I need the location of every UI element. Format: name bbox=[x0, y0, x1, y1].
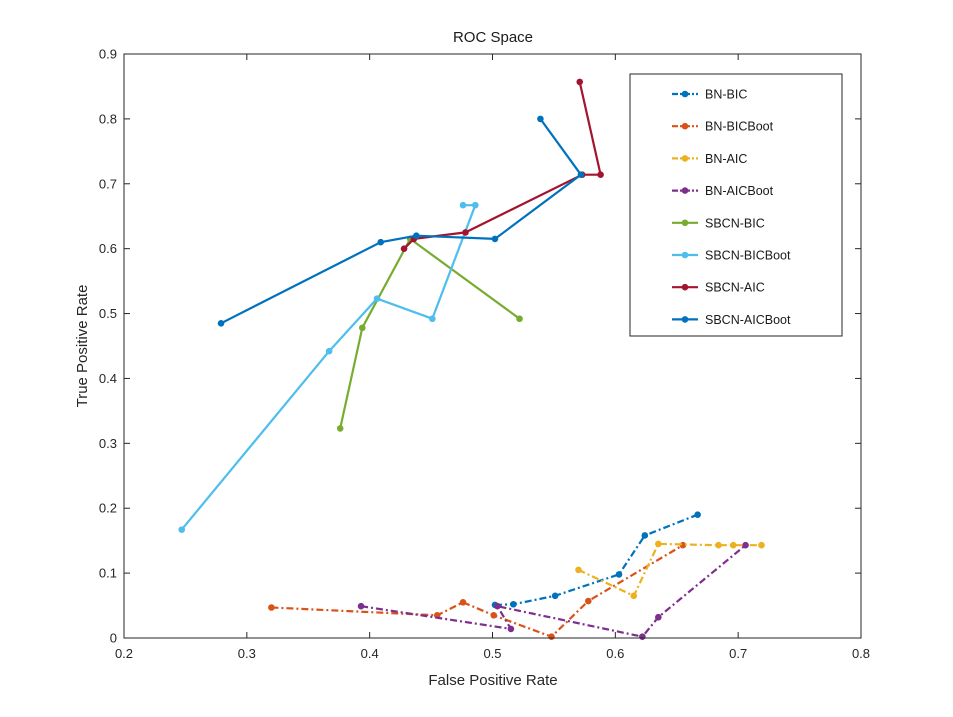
series-sbcn-bicboot bbox=[178, 201, 479, 533]
data-point bbox=[597, 171, 604, 178]
legend-entry: SBCN-BICBoot bbox=[672, 249, 791, 263]
data-point bbox=[377, 238, 385, 246]
legend-entry: BN-AICBoot bbox=[672, 184, 774, 198]
legend-box bbox=[629, 73, 843, 337]
data-point bbox=[491, 235, 499, 243]
legend-label: SBCN-AIC bbox=[705, 281, 765, 295]
series-bn-aicboot bbox=[357, 541, 749, 641]
x-axis-label: False Positive Rate bbox=[428, 672, 557, 689]
y-tick-label: 0.9 bbox=[99, 47, 117, 62]
data-point bbox=[472, 201, 479, 209]
legend-swatch-marker bbox=[681, 283, 689, 291]
legend-label: SBCN-BICBoot bbox=[705, 249, 791, 263]
axes: 0.2 0.3 0.4 0.5 0.6 0.7 0.8 0 0.1 0.2 0.3 0.4 0.5 0.6… bbox=[99, 47, 870, 662]
data-point bbox=[694, 511, 701, 519]
data-point bbox=[494, 602, 501, 610]
legend-entry: SBCN-AICBoot bbox=[672, 313, 791, 327]
legend-swatch-marker bbox=[681, 219, 689, 227]
legend-entry: SBCN-AIC bbox=[672, 281, 765, 295]
legend-swatch-marker bbox=[681, 316, 689, 323]
data-point bbox=[413, 232, 420, 239]
data-point bbox=[325, 347, 333, 355]
x-tick-label: 0.4 bbox=[361, 646, 379, 661]
data-point bbox=[585, 597, 592, 605]
y-tick-label: 0.1 bbox=[99, 566, 117, 581]
data-point bbox=[459, 201, 467, 209]
series-bn-bic bbox=[491, 511, 701, 609]
data-point bbox=[729, 541, 737, 549]
series-line bbox=[339, 237, 521, 429]
data-point bbox=[429, 315, 436, 323]
legend-entry: BN-BIC bbox=[672, 88, 747, 102]
y-tick-label: 0.8 bbox=[99, 111, 117, 126]
x-tick-label: 0.8 bbox=[852, 646, 870, 661]
legend-label: BN-BICBoot bbox=[705, 120, 774, 134]
data-point bbox=[357, 602, 365, 610]
data-point bbox=[576, 78, 584, 86]
legend-entry: BN-AIC bbox=[672, 152, 747, 166]
series-sbcn-aicboot bbox=[217, 115, 585, 327]
data-point bbox=[630, 592, 638, 600]
data-point bbox=[459, 599, 467, 606]
data-point bbox=[537, 115, 544, 123]
data-point bbox=[641, 532, 649, 539]
data-point bbox=[268, 604, 275, 611]
data-point bbox=[358, 324, 366, 332]
data-point bbox=[575, 566, 582, 574]
y-tick-label: 0 bbox=[110, 631, 117, 646]
legend-swatch-marker bbox=[681, 155, 689, 162]
legend-label: BN-BIC bbox=[705, 88, 747, 102]
legend-swatch-marker bbox=[681, 187, 689, 194]
y-tick-label: 0.6 bbox=[99, 241, 117, 256]
y-tick-label: 0.4 bbox=[99, 371, 117, 386]
legend: BN-BIC BN-BICBoot BN-AIC BN-AICBoot SBCN-BIC… bbox=[629, 73, 843, 337]
legend-swatch-marker bbox=[681, 90, 689, 98]
legend-swatch-marker bbox=[681, 251, 689, 259]
data-point bbox=[577, 171, 585, 178]
data-point bbox=[507, 625, 515, 633]
series-line bbox=[220, 118, 583, 325]
data-point bbox=[655, 540, 662, 548]
data-point bbox=[551, 592, 559, 600]
data-point bbox=[758, 541, 765, 549]
series-bn-aic bbox=[575, 540, 765, 600]
y-axis-label: True Positive Rate bbox=[74, 285, 91, 408]
y-tick-label: 0.5 bbox=[99, 306, 117, 321]
y-tick-label: 0.2 bbox=[99, 501, 117, 516]
x-tick-label: 0.7 bbox=[729, 646, 747, 661]
data-point bbox=[516, 315, 523, 323]
legend-label: SBCN-AICBoot bbox=[705, 313, 791, 327]
x-tick-label: 0.5 bbox=[483, 646, 501, 661]
series-line bbox=[360, 544, 747, 638]
y-tick-label: 0.7 bbox=[99, 176, 117, 191]
data-point bbox=[510, 600, 517, 608]
data-point bbox=[490, 611, 498, 619]
data-point bbox=[655, 613, 662, 621]
x-tick-label: 0.3 bbox=[238, 646, 256, 661]
data-point bbox=[715, 541, 722, 549]
x-tick-label: 0.2 bbox=[115, 646, 133, 661]
data-point bbox=[217, 319, 225, 327]
legend-swatch-marker bbox=[681, 122, 689, 130]
y-tick-label: 0.3 bbox=[99, 436, 117, 451]
legend-label: BN-AIC bbox=[705, 152, 747, 166]
x-tick-label: 0.6 bbox=[606, 646, 624, 661]
legend-label: SBCN-BIC bbox=[705, 216, 765, 230]
legend-label: BN-AICBoot bbox=[705, 184, 774, 198]
series-line bbox=[578, 542, 762, 597]
legend-entry: SBCN-BIC bbox=[672, 216, 765, 230]
data-point bbox=[548, 633, 555, 641]
data-point bbox=[462, 229, 469, 236]
data-point bbox=[178, 526, 186, 533]
data-point bbox=[742, 541, 749, 549]
data-point bbox=[615, 571, 623, 578]
chart-title: ROC Space bbox=[453, 29, 533, 46]
legend-entry: BN-BICBoot bbox=[672, 120, 774, 134]
data-point bbox=[400, 245, 408, 252]
data-point bbox=[336, 425, 344, 432]
data-point bbox=[639, 633, 646, 641]
data-point bbox=[373, 295, 381, 302]
